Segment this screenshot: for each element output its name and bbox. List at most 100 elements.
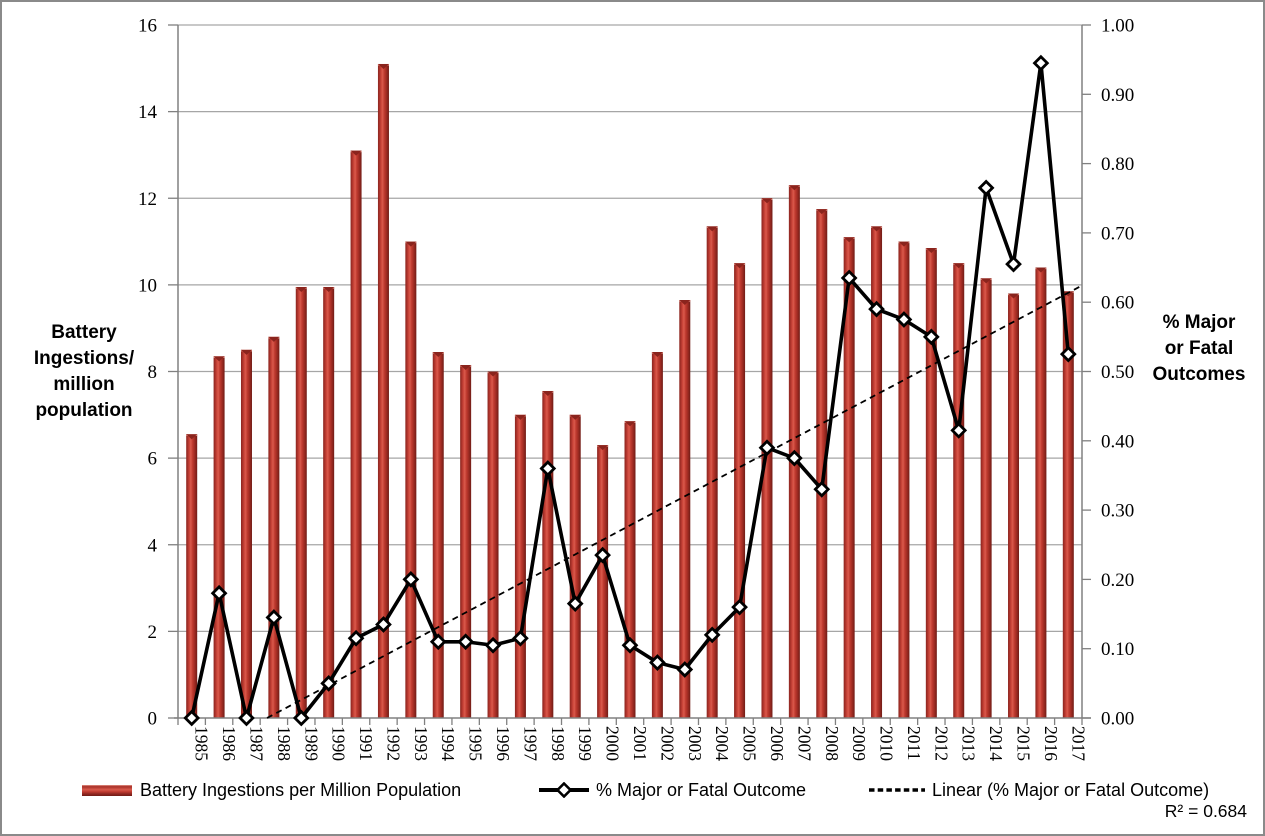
bar-top-cap bbox=[514, 414, 526, 420]
bar-1985 bbox=[186, 434, 198, 718]
left-tick-label: 14 bbox=[138, 102, 158, 123]
year-label-2007: 2007 bbox=[794, 726, 814, 761]
bar-top-cap bbox=[1008, 293, 1020, 299]
bar-1993 bbox=[405, 241, 417, 718]
bar-series-swatch-icon bbox=[82, 784, 132, 796]
bar-1987 bbox=[240, 349, 252, 718]
marker-1989 bbox=[292, 709, 310, 727]
year-label-2016: 2016 bbox=[1041, 726, 1061, 761]
bar-2016 bbox=[1035, 267, 1047, 718]
bar-top-cap bbox=[186, 434, 198, 440]
bar-top-cap bbox=[871, 226, 883, 232]
bar-2003 bbox=[679, 300, 691, 718]
line-markers bbox=[183, 54, 1077, 727]
marker-1999 bbox=[566, 595, 584, 613]
left-tick-label: 10 bbox=[138, 275, 157, 296]
year-label-1986: 1986 bbox=[219, 726, 239, 761]
left-tick-label: 4 bbox=[148, 535, 158, 556]
legend-bars-label: Battery Ingestions per Million Populatio… bbox=[140, 779, 462, 800]
marker-1990 bbox=[320, 674, 338, 692]
axis-tick-labels: 0 2 4 6 8 10 12 14 16 0.00 0.10 0.20 0.30 0.40 0.50 0.6… bbox=[138, 16, 1134, 762]
bar-top-cap bbox=[953, 263, 965, 269]
marker-2011 bbox=[895, 311, 913, 328]
year-label-2015: 2015 bbox=[1014, 726, 1034, 761]
bar-top-cap bbox=[542, 390, 554, 396]
bar-top-cap bbox=[734, 263, 746, 269]
left-tick-label: 8 bbox=[148, 362, 158, 383]
bar-2002 bbox=[651, 352, 663, 718]
bar-2014 bbox=[980, 278, 992, 718]
marker-2017 bbox=[1059, 345, 1077, 363]
left-tick-label: 0 bbox=[148, 709, 158, 730]
marker-2016 bbox=[1032, 54, 1050, 72]
bar-2004 bbox=[706, 226, 718, 718]
year-label-1997: 1997 bbox=[520, 726, 540, 761]
bar-1990 bbox=[323, 287, 335, 718]
year-label-1985: 1985 bbox=[192, 726, 212, 761]
bar-2008 bbox=[816, 209, 828, 718]
marker-2003 bbox=[676, 661, 694, 678]
marker-2015 bbox=[1005, 255, 1022, 273]
bar-2000 bbox=[597, 445, 609, 718]
year-label-2017: 2017 bbox=[1068, 726, 1088, 761]
bar-1999 bbox=[569, 414, 581, 718]
bar-2001 bbox=[624, 421, 636, 718]
bar-top-cap bbox=[843, 237, 855, 243]
bar-top-cap bbox=[1062, 291, 1074, 297]
bar-series bbox=[186, 63, 1074, 719]
year-label-2002: 2002 bbox=[657, 726, 677, 761]
marker-2000 bbox=[594, 546, 611, 564]
diamond-marker-icon bbox=[555, 782, 573, 798]
bar-1992 bbox=[377, 63, 389, 718]
year-label-2005: 2005 bbox=[740, 726, 760, 761]
bar-2010 bbox=[871, 226, 883, 718]
left-tick-label: 12 bbox=[138, 189, 157, 210]
marker-1987 bbox=[238, 709, 255, 727]
bar-top-cap bbox=[569, 414, 581, 420]
marker-2014 bbox=[977, 179, 995, 197]
marker-1998 bbox=[539, 460, 557, 477]
bar-top-cap bbox=[377, 63, 389, 69]
marker-1997 bbox=[512, 629, 529, 647]
legend-item-trend: Linear (% Major or Fatal Outcome) bbox=[868, 777, 1209, 803]
right-tick-label: 0.30 bbox=[1101, 501, 1134, 522]
year-label-1987: 1987 bbox=[246, 726, 266, 761]
bar-top-cap bbox=[405, 241, 417, 247]
year-label-1995: 1995 bbox=[466, 726, 486, 761]
bar-top-cap bbox=[240, 349, 252, 355]
right-tick-label: 0.00 bbox=[1101, 709, 1134, 730]
marker-1993 bbox=[402, 571, 420, 588]
right-tick-label: 0.60 bbox=[1101, 293, 1134, 314]
bar-top-cap bbox=[268, 336, 280, 342]
bar-1989 bbox=[295, 287, 307, 718]
marker-2009 bbox=[840, 269, 858, 287]
right-tick-label: 0.90 bbox=[1101, 85, 1134, 106]
left-axis-title: Battery Ingestions/ million population bbox=[33, 322, 135, 421]
bar-2005 bbox=[734, 263, 746, 718]
left-tick-label: 6 bbox=[148, 449, 158, 470]
dashed-line-swatch-icon bbox=[869, 788, 925, 792]
legend-line-label: % Major or Fatal Outcome bbox=[596, 779, 807, 800]
marker-1986 bbox=[210, 584, 228, 602]
bar-2011 bbox=[898, 241, 910, 718]
year-label-2004: 2004 bbox=[712, 726, 732, 761]
year-label-1991: 1991 bbox=[356, 726, 376, 761]
year-label-2008: 2008 bbox=[822, 726, 842, 761]
marker-1992 bbox=[375, 616, 392, 633]
right-tick-label: 0.10 bbox=[1101, 639, 1134, 660]
bar-1988 bbox=[268, 336, 280, 718]
bar-top-cap bbox=[651, 352, 663, 358]
bar-1996 bbox=[487, 371, 499, 718]
bar-top-cap bbox=[597, 445, 609, 451]
marker-1996 bbox=[484, 636, 502, 654]
year-label-2000: 2000 bbox=[603, 726, 623, 761]
year-label-2009: 2009 bbox=[849, 726, 869, 761]
marker-2004 bbox=[703, 626, 721, 644]
bar-2013 bbox=[953, 263, 965, 718]
bar-2009 bbox=[843, 237, 855, 718]
bar-1991 bbox=[350, 150, 362, 718]
legend: Battery Ingestions per Million Populatio… bbox=[2, 777, 1263, 805]
year-label-2001: 2001 bbox=[630, 726, 650, 761]
